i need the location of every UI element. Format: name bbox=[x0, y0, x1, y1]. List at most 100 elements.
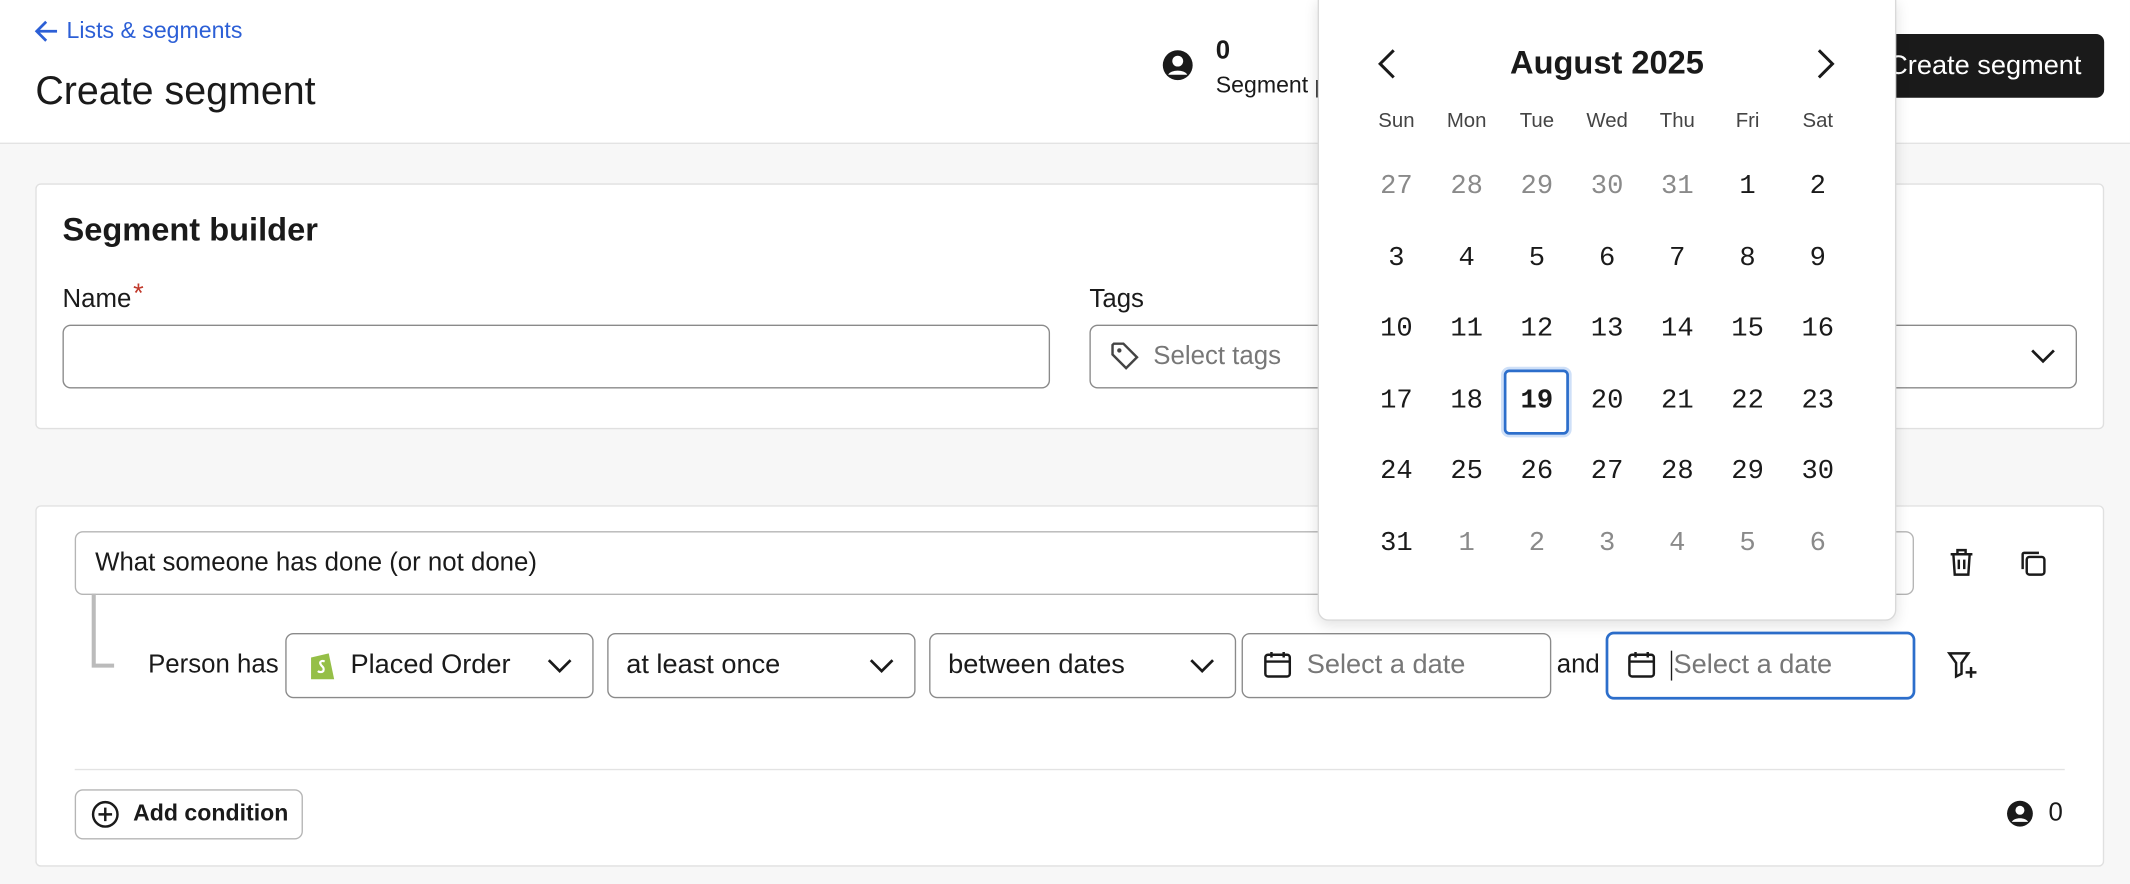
month-title: August 2025 bbox=[1510, 44, 1704, 82]
profile-count: 0 bbox=[1215, 36, 1231, 66]
timeframe-select[interactable] bbox=[929, 633, 1237, 699]
day[interactable]: 28 bbox=[1450, 171, 1483, 203]
day[interactable]: 19 bbox=[1504, 368, 1570, 435]
day[interactable]: 7 bbox=[1669, 242, 1686, 274]
tags-placeholder: Select tags bbox=[1153, 342, 1281, 371]
day[interactable]: 16 bbox=[1801, 313, 1835, 346]
timeframe: between dates bbox=[948, 649, 1125, 680]
day[interactable]: 29 bbox=[1520, 171, 1554, 203]
day[interactable]: 1 bbox=[1739, 171, 1756, 203]
back-link[interactable]: Lists & segments bbox=[66, 17, 243, 44]
tag-icon bbox=[1111, 342, 1139, 370]
chevron bbox=[547, 659, 572, 673]
day[interactable]: 31 bbox=[1661, 171, 1694, 203]
day[interactable]: 14 bbox=[1661, 313, 1694, 346]
subject: Person has bbox=[148, 650, 279, 680]
day[interactable]: 27 bbox=[1590, 456, 1624, 488]
text-cursor bbox=[1670, 650, 1673, 681]
day[interactable]: 30 bbox=[1590, 171, 1624, 203]
shopify-icon bbox=[311, 653, 335, 680]
day[interactable]: 4 bbox=[1669, 527, 1686, 559]
back-arrow[interactable] bbox=[34, 19, 59, 43]
day[interactable]: 21 bbox=[1661, 385, 1694, 417]
group-type: What someone has done (or not done) bbox=[95, 548, 537, 578]
create-button[interactable] bbox=[1863, 33, 2105, 98]
day[interactable]: 12 bbox=[1520, 313, 1554, 346]
name-label: Name bbox=[62, 285, 132, 314]
weekday: Wed bbox=[1586, 109, 1628, 133]
day[interactable]: 5 bbox=[1739, 527, 1756, 559]
day[interactable]: 24 bbox=[1380, 456, 1413, 488]
condition-count: 0 bbox=[2048, 798, 2063, 828]
profile-label: Segment p bbox=[1215, 71, 1328, 98]
day[interactable]: 27 bbox=[1380, 171, 1413, 203]
weekday: Mon bbox=[1446, 109, 1487, 133]
start-placeholder: Select a date bbox=[1306, 649, 1466, 680]
day[interactable]: 22 bbox=[1731, 385, 1764, 417]
day[interactable]: 20 bbox=[1590, 385, 1624, 417]
weekday: Sun bbox=[1378, 109, 1415, 133]
chevron bbox=[2031, 349, 2055, 364]
day[interactable]: 2 bbox=[1809, 171, 1826, 203]
day[interactable]: 31 bbox=[1380, 527, 1413, 559]
day[interactable]: 3 bbox=[1598, 527, 1616, 559]
day[interactable]: 6 bbox=[1809, 527, 1826, 559]
profile-icon bbox=[1162, 50, 1193, 81]
chevron bbox=[1190, 659, 1215, 673]
start-date-input[interactable] bbox=[1241, 633, 1552, 699]
tree-line bbox=[91, 593, 115, 668]
duplicate-icon[interactable] bbox=[2019, 549, 2049, 579]
day[interactable]: 8 bbox=[1739, 242, 1756, 274]
plus-icon bbox=[91, 800, 119, 828]
day[interactable]: 15 bbox=[1731, 313, 1764, 346]
weekday: Tue bbox=[1519, 109, 1555, 133]
chevron bbox=[869, 659, 894, 673]
required-mark: * bbox=[133, 279, 144, 310]
joiner: and bbox=[1556, 650, 1600, 680]
day[interactable]: 23 bbox=[1801, 385, 1835, 417]
day[interactable]: 4 bbox=[1458, 242, 1475, 274]
add-condition-button[interactable] bbox=[74, 789, 303, 840]
calendar-icon bbox=[1264, 652, 1292, 678]
metric-select[interactable] bbox=[285, 633, 594, 699]
weekday: Sat bbox=[1802, 109, 1834, 133]
day[interactable]: 17 bbox=[1380, 385, 1413, 417]
day[interactable]: 5 bbox=[1528, 242, 1546, 274]
tags-label: Tags bbox=[1089, 285, 1144, 314]
day[interactable]: 6 bbox=[1598, 242, 1616, 274]
frequency-select[interactable] bbox=[607, 633, 916, 699]
metric: Placed Order bbox=[350, 649, 511, 680]
date-picker: August 2025 Sun Mon Tue Wed Thu Fri Sat 27 28 29 3… bbox=[1317, 0, 1897, 621]
delete-icon[interactable] bbox=[1948, 547, 1975, 577]
day[interactable]: 2 bbox=[1528, 527, 1546, 559]
day[interactable]: 11 bbox=[1450, 313, 1483, 346]
weekday: Thu bbox=[1659, 109, 1695, 133]
page-title: Create segment bbox=[35, 69, 316, 114]
create-button-label[interactable]: Create segment bbox=[1888, 50, 2082, 81]
day[interactable]: 29 bbox=[1731, 456, 1764, 488]
divider bbox=[74, 768, 2065, 771]
prev-month[interactable] bbox=[1377, 49, 1396, 79]
day[interactable]: 26 bbox=[1520, 456, 1554, 488]
day[interactable]: 18 bbox=[1450, 385, 1483, 417]
next-month[interactable] bbox=[1816, 49, 1835, 79]
end-placeholder: Select a date bbox=[1673, 649, 1833, 680]
day[interactable]: 9 bbox=[1809, 242, 1826, 274]
name-input[interactable] bbox=[62, 324, 1051, 389]
day[interactable]: 13 bbox=[1590, 313, 1624, 346]
end-date-input[interactable] bbox=[1605, 631, 1916, 700]
weekday: Fri bbox=[1735, 109, 1760, 133]
day[interactable]: 10 bbox=[1380, 313, 1413, 346]
day[interactable]: 25 bbox=[1450, 456, 1483, 488]
day[interactable]: 30 bbox=[1801, 456, 1835, 488]
day[interactable]: 3 bbox=[1388, 242, 1405, 274]
day[interactable]: 28 bbox=[1661, 456, 1694, 488]
frequency: at least once bbox=[626, 649, 781, 680]
calendar-icon bbox=[1628, 652, 1656, 678]
add-condition-label[interactable]: Add condition bbox=[133, 800, 289, 826]
filter-icon[interactable] bbox=[1946, 651, 1978, 681]
profile-icon bbox=[2007, 800, 2033, 827]
day[interactable]: 1 bbox=[1458, 527, 1475, 559]
